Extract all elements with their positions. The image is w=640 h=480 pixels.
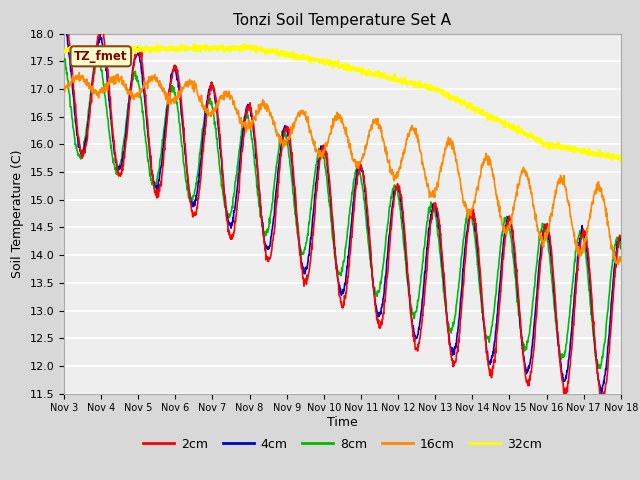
Legend: 2cm, 4cm, 8cm, 16cm, 32cm: 2cm, 4cm, 8cm, 16cm, 32cm xyxy=(138,433,547,456)
X-axis label: Time: Time xyxy=(327,416,358,429)
Text: TZ_fmet: TZ_fmet xyxy=(74,50,127,63)
Title: Tonzi Soil Temperature Set A: Tonzi Soil Temperature Set A xyxy=(234,13,451,28)
Y-axis label: Soil Temperature (C): Soil Temperature (C) xyxy=(11,149,24,278)
